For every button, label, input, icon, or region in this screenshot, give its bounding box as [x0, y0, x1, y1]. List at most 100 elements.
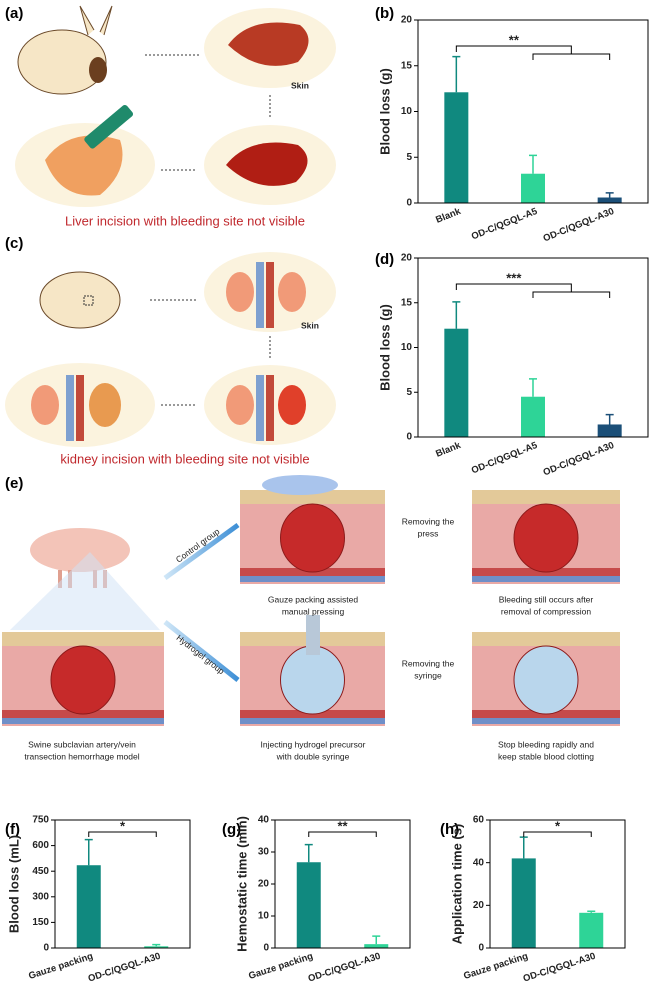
y-tick-label: 40: [473, 857, 485, 868]
plot-frame: [417, 19, 649, 204]
error-bar: [605, 192, 614, 198]
x-tick-label: OD-C/QGQL-A30: [307, 951, 382, 985]
liver: [228, 22, 309, 66]
wound: [280, 645, 345, 715]
y-tick-label: 5: [406, 152, 412, 163]
x-tick-label: Blank: [434, 440, 463, 460]
error-bar: [605, 413, 614, 425]
panel-label: (c): [5, 235, 23, 252]
plot-frame: [489, 819, 626, 949]
y-tick-label: 30: [258, 847, 270, 858]
wound: [513, 503, 579, 573]
x-tick-label: Gauze packing: [462, 951, 529, 982]
y-tick-label: 0: [43, 943, 49, 954]
y-axis-label: Hemostatic time (min): [234, 816, 249, 952]
caption: Swine subclavian artery/vein: [28, 739, 136, 749]
wound: [50, 645, 116, 715]
error-bar: [529, 154, 537, 174]
pig: [30, 528, 130, 572]
y-tick-label: 40: [258, 815, 270, 826]
y-tick-label: 0: [263, 943, 269, 954]
y-tick-label: 60: [473, 815, 485, 826]
significance-label: **: [337, 818, 348, 833]
vessel-layer: [472, 718, 620, 724]
rabbit-ears: [79, 5, 113, 36]
bar: [597, 197, 622, 203]
y-tick-label: 750: [32, 815, 49, 826]
caption: keep stable blood clotting: [498, 751, 594, 761]
panel-label: (h): [440, 821, 459, 838]
arrow: [163, 620, 240, 682]
bar: [597, 424, 622, 437]
annotation: press: [418, 528, 439, 538]
bar: [364, 944, 389, 948]
panel-label: (d): [375, 251, 394, 268]
vessel-layer: [240, 576, 385, 582]
annotation: syringe: [414, 670, 442, 680]
zoom-cone: [10, 552, 160, 630]
error-bar: [587, 910, 596, 913]
kidneys: [31, 262, 306, 441]
rabbit-face: [89, 57, 107, 83]
bar: [76, 865, 101, 948]
y-tick-label: 150: [32, 917, 49, 928]
liver: [45, 135, 123, 196]
y-tick-label: 20: [473, 900, 485, 911]
x-tick-label: OD-C/QGQL-A30: [522, 951, 597, 985]
x-tick-label: OD-C/QGQL-A30: [87, 951, 162, 985]
x-tick-label: Gauze packing: [247, 951, 314, 982]
error-bar: [84, 838, 93, 866]
skin-layer: [240, 490, 385, 504]
vessel-layer: [2, 718, 164, 724]
error-bar: [529, 378, 537, 397]
x-tick-label: OD-C/QGQL-A30: [542, 206, 616, 244]
caption: Injecting hydrogel precursor: [261, 739, 366, 749]
panel-label: (a): [5, 5, 23, 22]
significance-bracket: [308, 831, 377, 837]
y-axis-label: Blood loss (mL): [6, 835, 21, 933]
y-tick-label: 15: [401, 297, 413, 308]
significance-label: *: [555, 818, 561, 833]
error-bar: [304, 843, 313, 863]
panel-label: (f): [5, 821, 20, 838]
caption: manual pressing: [282, 606, 345, 616]
x-tick-label: OD-C/QGQL-A5: [470, 440, 540, 477]
annotation: Removing the: [402, 516, 455, 526]
annotation: Control group: [174, 526, 222, 565]
rabbit: [17, 29, 107, 95]
panel-label: (g): [222, 821, 241, 838]
error-bar: [152, 943, 161, 947]
bar: [521, 396, 545, 437]
caption: Stop bleeding rapidly and: [498, 739, 594, 749]
x-tick-label: Gauze packing: [27, 951, 94, 982]
y-tick-label: 0: [406, 198, 412, 209]
liver: [226, 142, 308, 186]
significance-bracket: [532, 53, 611, 60]
vessel-layer: [240, 718, 385, 724]
y-tick-label: 450: [32, 866, 49, 877]
significance-bracket: [455, 283, 572, 292]
y-tick-label: 600: [32, 840, 49, 851]
bar: [444, 92, 469, 203]
skin-layer: [472, 632, 620, 646]
caption: Liver incision with bleeding site not vi…: [65, 213, 305, 228]
plot-frame: [54, 819, 191, 949]
y-axis-label: Blood loss (g): [377, 68, 392, 155]
x-tick-label: OD-C/QGQL-A5: [470, 206, 540, 243]
error-bar: [372, 935, 381, 945]
y-tick-label: 20: [258, 879, 270, 890]
caption: Gauze packing assisted: [268, 594, 359, 604]
panel-label: (e): [5, 475, 23, 492]
significance-label: **: [509, 32, 520, 47]
annotation: Skin: [291, 80, 309, 90]
y-tick-label: 0: [406, 432, 412, 443]
panel-label: (b): [375, 5, 394, 22]
caption: removal of compression: [501, 606, 592, 616]
bar: [521, 173, 545, 203]
significance-label: ***: [506, 270, 522, 285]
plot-frame: [417, 257, 649, 438]
significance-bracket: [532, 291, 611, 298]
y-tick-label: 0: [478, 943, 484, 954]
annotation: Removing the: [402, 658, 455, 668]
